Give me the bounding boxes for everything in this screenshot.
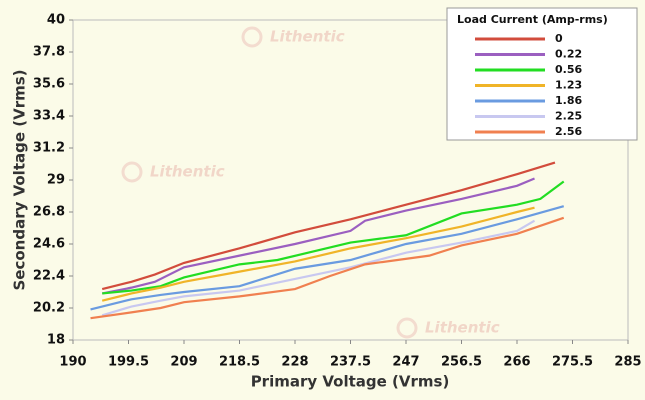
x-tick-label: 218.5	[219, 355, 260, 370]
y-tick-label: 24.6	[33, 237, 65, 252]
x-tick-label: 247	[392, 355, 419, 370]
x-tick-label: 256.5	[441, 355, 482, 370]
series-line	[90, 205, 565, 311]
y-axis-title: Secondary Voltage (Vrms)	[11, 69, 29, 290]
series-line	[101, 206, 535, 302]
legend-label: 2.25	[555, 110, 582, 123]
y-tick-label: 31.2	[33, 141, 65, 156]
x-tick-label: 285	[614, 355, 641, 370]
y-tick-label: 37.8	[33, 45, 65, 60]
y-tick-label: 20.2	[33, 301, 65, 316]
watermark: Lithentic	[150, 163, 225, 181]
series-line	[101, 161, 556, 291]
legend-label: 2.56	[555, 125, 582, 138]
series-line	[90, 216, 565, 320]
x-tick-label: 199.5	[108, 355, 149, 370]
watermark: Lithentic	[270, 28, 345, 46]
legend-box	[446, 7, 638, 141]
legend-label: 0	[555, 32, 563, 45]
x-tick-label: 209	[170, 355, 197, 370]
legend-label: 0.22	[555, 48, 582, 61]
watermark-icon	[241, 26, 263, 48]
legend-title: Load Current (Amp-rms)	[457, 13, 608, 26]
x-tick-label: 190	[59, 355, 86, 370]
x-axis-title: Primary Voltage (Vrms)	[251, 373, 450, 391]
legend-label: 0.56	[555, 63, 582, 76]
series-line	[101, 177, 535, 295]
y-tick-label: 40	[47, 13, 65, 28]
series-line	[102, 180, 565, 295]
watermark-icon	[396, 317, 418, 339]
series-line	[101, 219, 536, 317]
x-tick-label: 228	[281, 355, 308, 370]
watermark-icon	[121, 161, 143, 183]
y-tick-label: 35.6	[33, 77, 65, 92]
y-tick-label: 29	[47, 173, 65, 188]
y-tick-label: 33.4	[33, 109, 65, 124]
x-tick-label: 275.5	[552, 355, 593, 370]
x-tick-label: 266	[503, 355, 530, 370]
legend-label: 1.86	[555, 94, 582, 107]
legend-label: 1.23	[555, 79, 582, 92]
y-tick-label: 22.4	[33, 269, 65, 284]
y-tick-label: 26.8	[33, 205, 65, 220]
y-tick-label: 18	[47, 333, 65, 348]
x-tick-label: 237.5	[330, 355, 371, 370]
watermark: Lithentic	[425, 319, 500, 337]
